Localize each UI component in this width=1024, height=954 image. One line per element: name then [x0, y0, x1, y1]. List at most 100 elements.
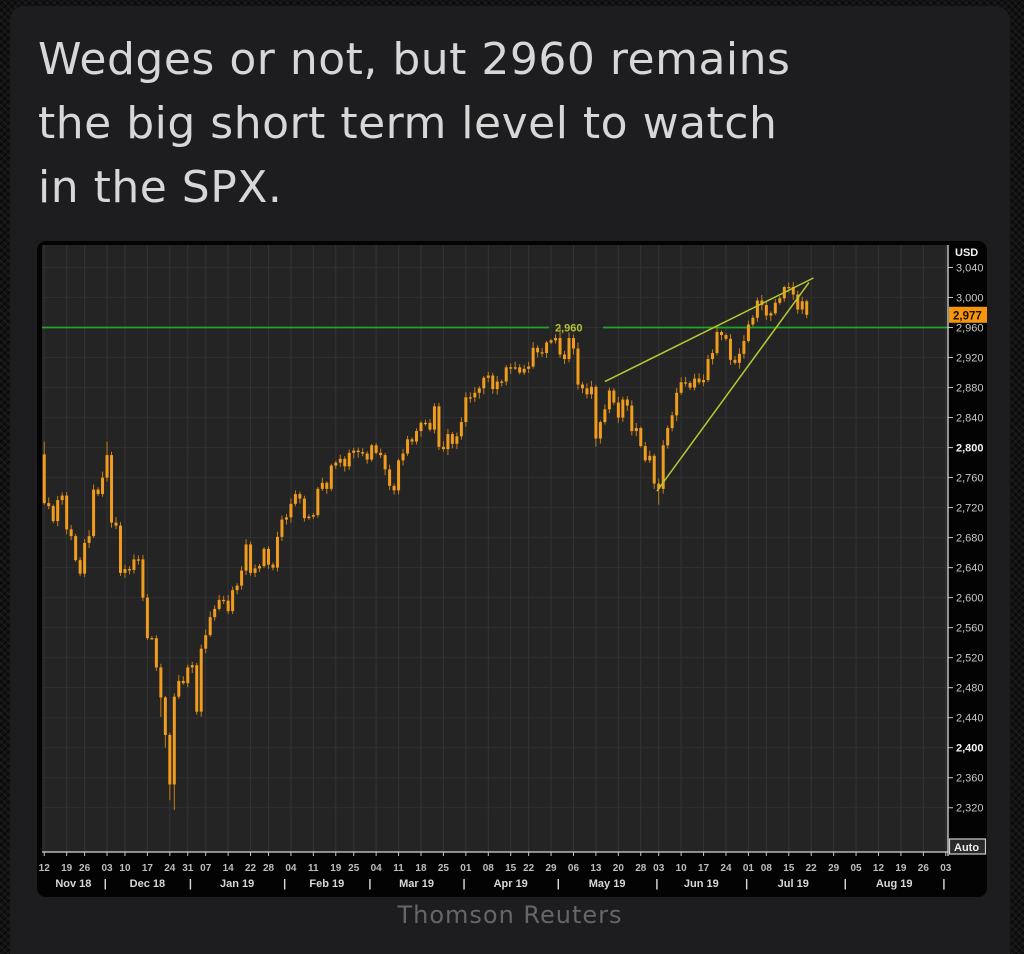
plot-area	[42, 245, 948, 852]
svg-text:12: 12	[39, 863, 51, 874]
headline-line: in the SPX.	[38, 162, 283, 213]
candles	[42, 282, 809, 810]
svg-text:15: 15	[505, 863, 517, 874]
svg-text:Auto: Auto	[954, 842, 979, 854]
svg-text:28: 28	[263, 863, 275, 874]
currency-label: USD	[955, 247, 978, 259]
card: Wedges or not, but 2960 remains the big …	[10, 6, 1010, 954]
svg-text:13: 13	[590, 863, 602, 874]
svg-text:3,040: 3,040	[956, 263, 984, 275]
svg-text:|: |	[942, 878, 945, 890]
auto-button[interactable]: Auto	[948, 838, 987, 855]
svg-text:05: 05	[850, 863, 862, 874]
svg-text:|: |	[104, 878, 107, 890]
svg-text:08: 08	[483, 863, 495, 874]
trendline	[656, 282, 810, 492]
price-axis: USD 3,040 3,000 2,960 2,920 2,880 2,840 2,800 2,…	[948, 247, 984, 815]
svg-text:2,977: 2,977	[953, 310, 982, 322]
month-label: Dec 18	[130, 878, 165, 890]
svg-text:2,720: 2,720	[956, 503, 984, 515]
month-label: Nov 18	[55, 878, 91, 890]
level-line-label: 2,960	[555, 323, 583, 335]
month-label: Jan 19	[220, 878, 254, 890]
chart-widget: 2,960 USD 3,040 3,000 2,960 2,920 2,880 2,840 2,…	[37, 241, 987, 897]
svg-text:2,800: 2,800	[956, 443, 984, 455]
svg-text:18: 18	[415, 863, 427, 874]
svg-text:04: 04	[285, 863, 297, 874]
svg-text:20: 20	[613, 863, 625, 874]
svg-text:2,760: 2,760	[956, 473, 984, 485]
svg-text:|: |	[557, 878, 560, 890]
month-label: Aug 19	[876, 878, 913, 890]
svg-text:22: 22	[245, 863, 257, 874]
svg-text:2,680: 2,680	[956, 533, 984, 545]
svg-text:26: 26	[79, 863, 91, 874]
headline-line: Wedges or not, but 2960 remains	[38, 34, 791, 85]
svg-text:2,520: 2,520	[956, 653, 984, 665]
month-label: Jun 19	[684, 878, 719, 890]
svg-text:2,600: 2,600	[956, 593, 984, 605]
month-label: Feb 19	[309, 878, 344, 890]
last-price-badge: 2,977	[949, 306, 987, 323]
svg-text:|: |	[844, 878, 847, 890]
svg-text:29: 29	[828, 863, 840, 874]
headline: Wedges or not, but 2960 remains the big …	[38, 28, 968, 220]
svg-text:2,880: 2,880	[956, 383, 984, 395]
svg-text:31: 31	[182, 863, 194, 874]
svg-text:03: 03	[101, 863, 113, 874]
svg-text:2,560: 2,560	[956, 623, 984, 635]
svg-text:2,360: 2,360	[956, 773, 984, 785]
svg-text:17: 17	[142, 863, 154, 874]
svg-text:03: 03	[940, 863, 952, 874]
svg-text:|: |	[283, 878, 286, 890]
svg-text:2,440: 2,440	[956, 713, 984, 725]
svg-text:|: |	[368, 878, 371, 890]
headline-line: the big short term level to watch	[38, 98, 778, 149]
svg-text:2,320: 2,320	[956, 803, 984, 815]
month-label: Apr 19	[494, 878, 528, 890]
svg-text:2,840: 2,840	[956, 413, 984, 425]
gridlines	[42, 245, 948, 852]
svg-text:26: 26	[918, 863, 930, 874]
month-label: Mar 19	[399, 878, 434, 890]
svg-text:|: |	[189, 878, 192, 890]
svg-text:12: 12	[873, 863, 885, 874]
svg-text:10: 10	[676, 863, 688, 874]
attribution: Thomson Reuters	[397, 901, 623, 929]
svg-text:06: 06	[568, 863, 580, 874]
svg-text:19: 19	[895, 863, 907, 874]
svg-text:04: 04	[371, 863, 383, 874]
svg-text:25: 25	[348, 863, 360, 874]
month-label: Jul 19	[778, 878, 809, 890]
svg-text:|: |	[463, 878, 466, 890]
svg-text:10: 10	[119, 863, 131, 874]
svg-text:|: |	[655, 878, 658, 890]
month-label: May 19	[589, 878, 626, 890]
svg-text:14: 14	[223, 863, 235, 874]
svg-text:08: 08	[761, 863, 773, 874]
wedge-trendlines	[604, 277, 814, 492]
svg-text:22: 22	[523, 863, 535, 874]
svg-text:24: 24	[164, 863, 176, 874]
svg-text:|: |	[745, 878, 748, 890]
svg-text:07: 07	[200, 863, 212, 874]
svg-text:2,640: 2,640	[956, 563, 984, 575]
svg-text:01: 01	[460, 863, 472, 874]
svg-text:2,400: 2,400	[956, 743, 984, 755]
svg-text:2,480: 2,480	[956, 683, 984, 695]
svg-text:17: 17	[698, 863, 710, 874]
trendline	[604, 277, 814, 383]
spx-candlestick-chart: 2,960 USD 3,040 3,000 2,960 2,920 2,880 2,840 2,…	[39, 245, 987, 890]
svg-text:11: 11	[308, 863, 319, 874]
svg-text:15: 15	[783, 863, 795, 874]
svg-text:2,960: 2,960	[956, 323, 984, 335]
svg-text:01: 01	[743, 863, 755, 874]
svg-text:2,920: 2,920	[956, 353, 984, 365]
svg-text:24: 24	[720, 863, 732, 874]
svg-text:25: 25	[438, 863, 450, 874]
svg-text:03: 03	[653, 863, 665, 874]
svg-text:19: 19	[61, 863, 73, 874]
svg-text:22: 22	[806, 863, 818, 874]
svg-text:19: 19	[330, 863, 342, 874]
svg-text:28: 28	[635, 863, 647, 874]
